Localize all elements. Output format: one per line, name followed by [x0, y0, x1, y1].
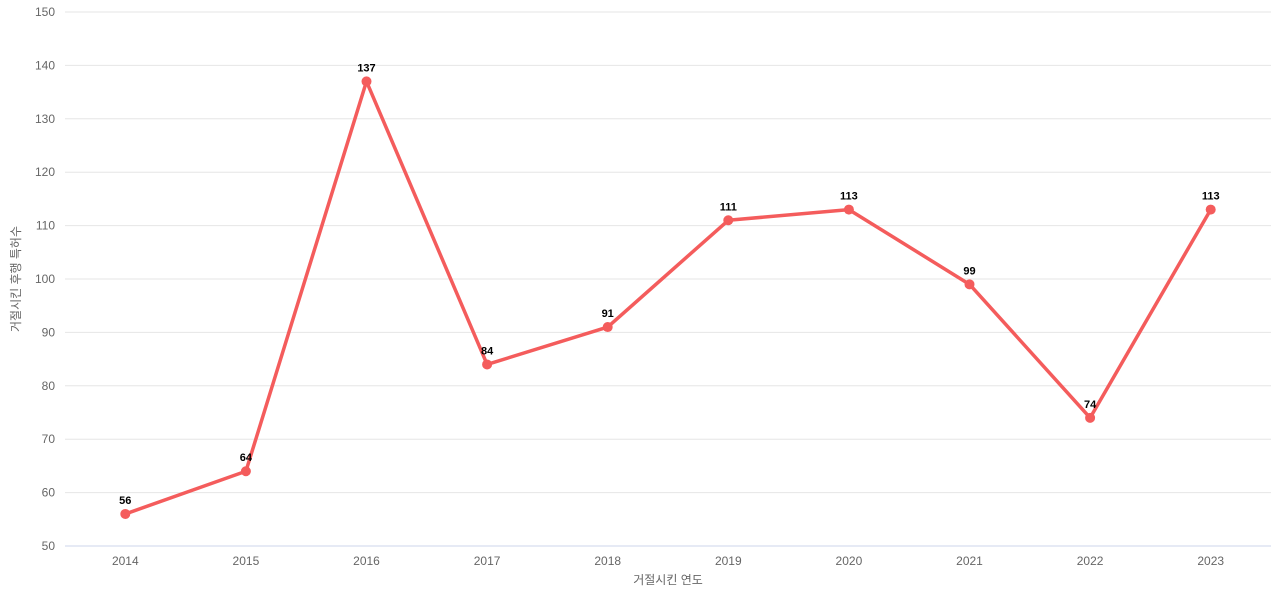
x-axis-title: 거절시킨 연도: [633, 573, 703, 587]
x-tick-label: 2023: [1197, 554, 1224, 568]
y-tick-label: 150: [35, 5, 55, 19]
x-tick-label: 2014: [112, 554, 139, 568]
y-tick-label: 80: [42, 379, 56, 393]
data-label: 64: [240, 452, 253, 464]
data-label: 84: [481, 345, 494, 357]
x-tick-label: 2020: [836, 554, 863, 568]
data-point[interactable]: [723, 215, 734, 226]
data-labels: 56 64 137 84 91 111 113 99 74 113: [119, 62, 1219, 507]
data-point[interactable]: [240, 466, 251, 477]
data-label: 56: [119, 495, 131, 507]
grid-lines: [65, 11, 1271, 494]
data-label: 91: [602, 308, 614, 320]
y-tick-label: 110: [36, 219, 55, 233]
data-point[interactable]: [964, 279, 975, 290]
data-label: 74: [1084, 399, 1097, 411]
data-point[interactable]: [1205, 204, 1216, 215]
data-label: 113: [840, 191, 858, 203]
series-path: [123, 79, 1213, 516]
y-axis-title: 거절시킨 후행 특허수: [8, 226, 23, 332]
data-label: 111: [720, 201, 737, 213]
data-label: 137: [357, 62, 375, 74]
data-points: [120, 76, 1216, 519]
data-point[interactable]: [482, 359, 493, 370]
x-tick-label: 2019: [715, 554, 742, 568]
y-tick-label: 140: [35, 58, 55, 72]
data-point[interactable]: [843, 204, 854, 215]
data-point[interactable]: [361, 76, 372, 87]
x-tick-label: 2016: [353, 554, 380, 568]
series-line: [123, 79, 1213, 516]
data-point[interactable]: [120, 508, 131, 519]
y-tick-label: 60: [42, 486, 56, 500]
y-tick-label: 130: [35, 112, 55, 126]
x-tick-label: 2022: [1077, 554, 1104, 568]
data-label: 99: [963, 265, 975, 277]
y-tick-label: 50: [42, 539, 56, 553]
data-point[interactable]: [602, 322, 613, 333]
x-tick-label: 2017: [474, 554, 501, 568]
x-tick-label: 2015: [233, 554, 260, 568]
y-tick-label: 100: [35, 272, 55, 286]
x-tick-label: 2021: [956, 554, 983, 568]
data-label: 113: [1202, 191, 1220, 203]
y-tick-label: 120: [35, 165, 55, 179]
x-tick-label: 2018: [594, 554, 621, 568]
y-tick-label: 70: [42, 432, 56, 446]
x-axis-tick-labels: 2014 2015 2016 2017 2018 2019 2020 2021 2022 2023: [112, 554, 1224, 568]
y-tick-label: 90: [42, 325, 56, 339]
data-point[interactable]: [1085, 412, 1096, 423]
y-axis-tick-labels: 50 60 70 80 90 100 110 120 130 140 150: [35, 5, 55, 553]
